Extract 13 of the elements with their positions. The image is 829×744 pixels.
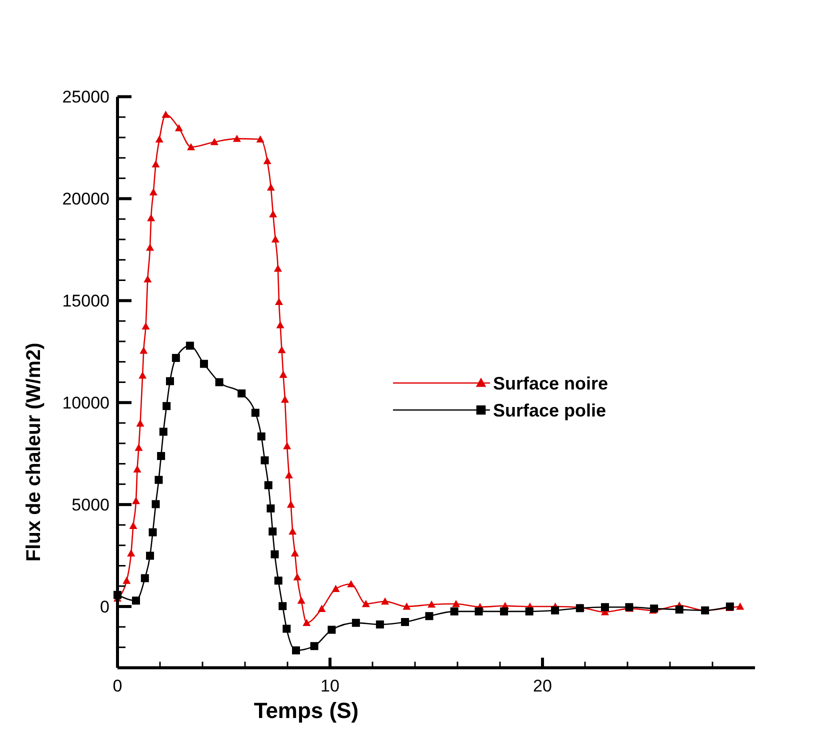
y-axis-title: Flux de chaleur (W/m2): [23, 342, 45, 562]
y-tick-label: 15000: [62, 292, 110, 311]
x-tick-label: 0: [112, 676, 122, 696]
x-tick-label: 10: [320, 676, 340, 696]
y-tick-label: 25000: [62, 88, 110, 107]
y-tick-label: 10000: [62, 394, 110, 413]
legend-label: Surface polie: [493, 400, 606, 420]
x-tick-label: 20: [533, 676, 552, 696]
x-axis-title: Temps (S): [254, 698, 359, 723]
y-tick-label: 0: [100, 597, 110, 616]
y-tick-label: 20000: [62, 190, 110, 209]
legend-label: Surface noire: [493, 373, 608, 394]
y-tick-label: 5000: [72, 496, 110, 515]
